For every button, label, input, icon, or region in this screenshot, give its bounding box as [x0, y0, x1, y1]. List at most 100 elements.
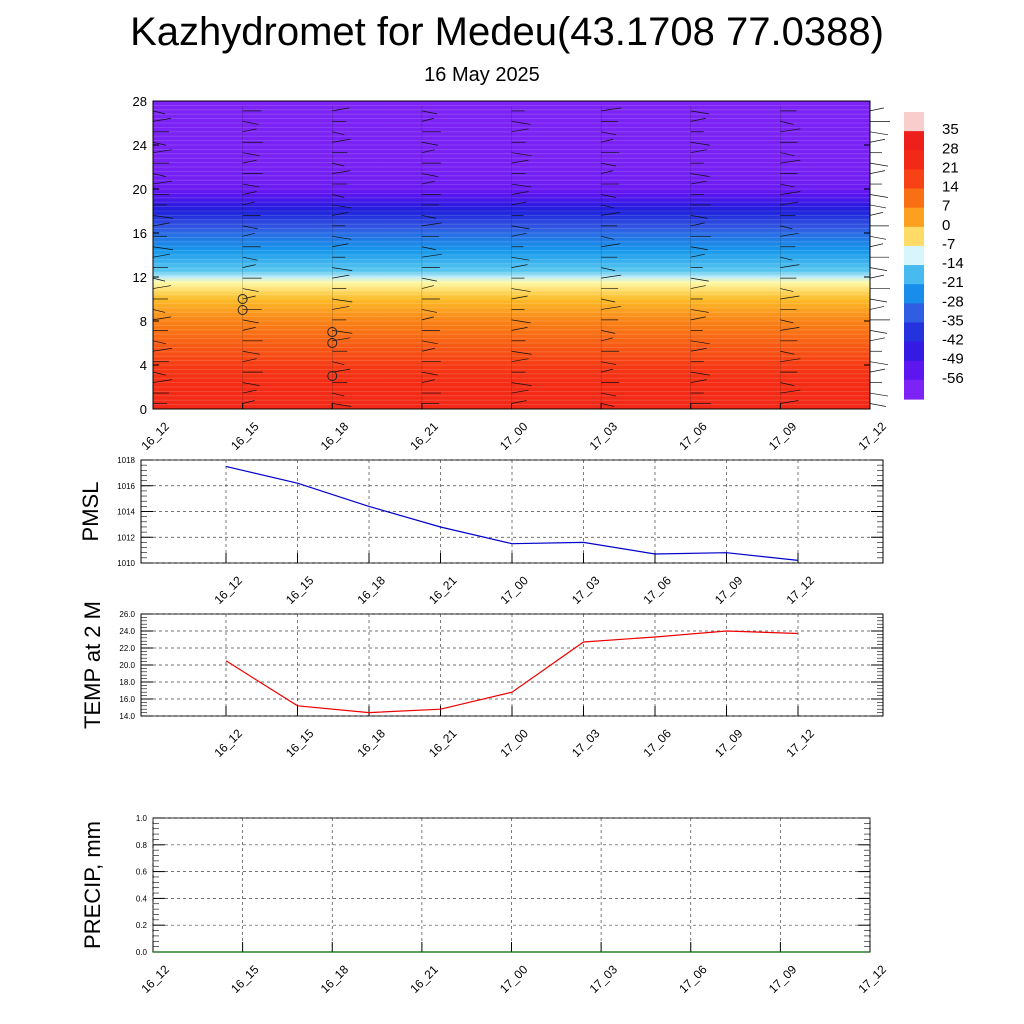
wind-barb: [780, 183, 795, 188]
y-tick-label: 20.0: [119, 661, 135, 670]
wind-barb: [780, 358, 801, 363]
wind-barb: [601, 212, 621, 216]
wind-barb: [421, 285, 434, 289]
wind-barb: [152, 285, 172, 289]
x-tick-label: 16_15: [283, 726, 317, 760]
wind-barb: [152, 340, 167, 345]
wind-barb: [242, 327, 256, 331]
wind-barb: [601, 330, 616, 334]
chart-subtitle: 16 May 2025: [424, 64, 540, 86]
colorbar-box: [904, 284, 924, 304]
wind-barb: [780, 128, 801, 133]
wind-barb: [332, 361, 345, 366]
wind-barb: [242, 389, 257, 394]
wind-barb: [601, 392, 617, 397]
calm-wind-circle: [237, 305, 248, 315]
x-tick-label: 16_18: [354, 726, 388, 760]
wind-barb: [511, 159, 529, 164]
x-tick-label: 17_00: [497, 962, 531, 996]
wind-barb: [511, 256, 530, 261]
y-tick-label: 14.0: [119, 712, 135, 721]
wind-barb: [152, 347, 173, 352]
wind-barb: [421, 347, 435, 352]
x-tick-label: 17_09: [766, 962, 800, 996]
colorbar-label: -21: [942, 274, 964, 291]
wind-barb: [332, 274, 350, 279]
wind-barb: [242, 288, 259, 292]
y-tick-label: 16.0: [119, 695, 135, 704]
wind-barb: [780, 295, 800, 300]
temperature-field: [153, 101, 870, 409]
wind-barb: [601, 267, 616, 271]
wind-barb: [601, 337, 614, 342]
colorbar-label: -28: [942, 293, 964, 310]
y-tick-label: 0.2: [136, 921, 148, 930]
wind-barb: [332, 337, 351, 342]
y-tick-label: 0.4: [136, 894, 148, 903]
wind-barb: [511, 382, 532, 386]
wind-barb: [511, 389, 529, 394]
wind-barb: [601, 194, 617, 198]
y-tick-label: 12: [133, 270, 147, 285]
wind-barb: [421, 309, 437, 313]
x-tick-label: 17_12: [855, 962, 889, 996]
wind-barb: [869, 162, 889, 167]
wind-barb: [601, 138, 614, 143]
wind-barb: [152, 215, 174, 219]
wind-barb: [511, 264, 528, 268]
wind-barb: [869, 267, 888, 271]
colorbar-box: [904, 360, 924, 381]
wind-barb: [152, 309, 166, 313]
wind-barb: [780, 382, 795, 386]
x-tick-label: 17_00: [497, 573, 531, 607]
x-tick-label: 17_09: [712, 726, 746, 760]
wind-barb: [242, 121, 259, 125]
wind-barb: [421, 340, 438, 345]
wind-barb: [780, 191, 801, 195]
wind-barb: [332, 212, 349, 216]
wind-barb: [780, 159, 801, 164]
wind-barb: [690, 277, 709, 282]
colorbar-label: -49: [942, 351, 964, 368]
wind-barb: [780, 264, 800, 268]
x-tick-label: 17_00: [497, 419, 531, 453]
wind-barb: [421, 110, 437, 115]
wind-barb: [690, 340, 710, 345]
y-tick-label: 0.8: [136, 841, 148, 850]
y-tick-label: 22.0: [119, 644, 135, 653]
colorbar-label: -7: [942, 236, 955, 253]
wind-barb: [242, 264, 256, 268]
wind-barb: [421, 253, 442, 258]
x-tick-label: 17_06: [640, 726, 674, 760]
wind-barb: [511, 128, 529, 133]
wind-barb: [242, 225, 258, 230]
wind-barb: [332, 162, 345, 167]
x-tick-label: 16_21: [426, 726, 460, 760]
wind-barb: [421, 316, 434, 321]
y-tick-label: 0.6: [136, 868, 148, 877]
colorbar-label: 0: [942, 217, 950, 234]
wind-barb: [421, 141, 438, 146]
wind-barb: [869, 306, 885, 310]
wind-barb: [511, 327, 528, 331]
wind-barb: [869, 204, 887, 209]
y-tick-label: 1014: [117, 508, 135, 517]
calm-wind-circle: [327, 338, 338, 348]
wind-barb: [511, 400, 527, 404]
y-tick-label: 1012: [117, 533, 135, 542]
y-tick-label: 20: [133, 182, 147, 197]
y-tick-label: 1018: [117, 456, 135, 465]
x-tick-label: 17_12: [783, 573, 817, 607]
wind-barb: [242, 350, 260, 355]
wind-barb: [601, 361, 617, 366]
wind-barb: [421, 173, 438, 177]
calm-wind-circle: [327, 327, 338, 337]
wind-barb: [601, 368, 614, 373]
wind-barb: [152, 110, 166, 115]
wind-barb: [780, 350, 795, 355]
wind-barb: [421, 379, 435, 383]
wind-barb: [690, 316, 706, 321]
wind-barb: [690, 285, 706, 289]
wind-barb: [242, 382, 260, 386]
x-tick-label: 16_21: [407, 962, 441, 996]
